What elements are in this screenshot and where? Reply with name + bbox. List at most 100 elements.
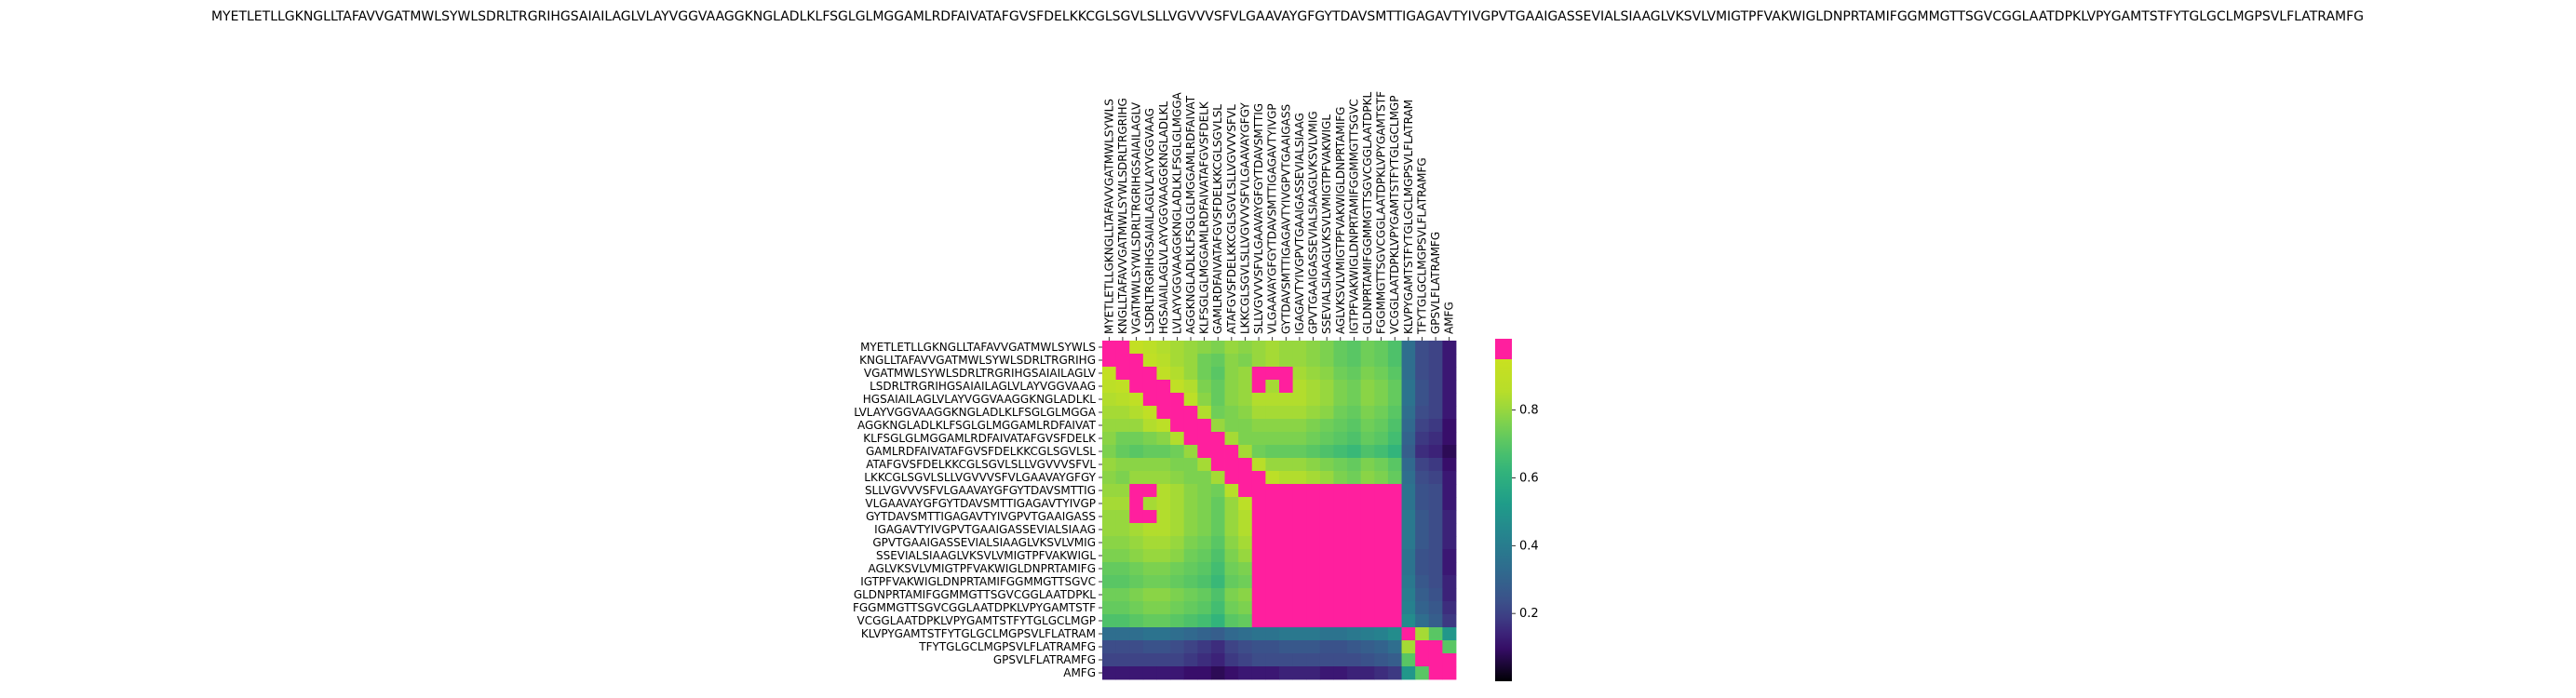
column-label: AGGKNGLADLKLFSGLGLMGGAMLRDFAIVAT: [1184, 95, 1197, 334]
heatmap-cell: [1279, 484, 1294, 498]
heatmap-cell: [1374, 458, 1389, 472]
heatmap-cell: [1428, 510, 1443, 524]
heatmap-cell: [1156, 484, 1171, 498]
column-labels: MYETLETLLGKNGLLTAFAVVGATMWLSYWLS KNGLLTAF…: [1102, 91, 1456, 341]
heatmap-cell: [1142, 562, 1157, 576]
heatmap-cell: [1428, 419, 1443, 433]
heatmap-cell: [1224, 354, 1239, 368]
heatmap-cell: [1197, 588, 1212, 602]
heatmap-cell: [1129, 614, 1144, 628]
heatmap-cell: [1374, 367, 1389, 381]
heatmap-cell: [1102, 549, 1117, 563]
colorbar-gradient: [1495, 359, 1512, 681]
heatmap-cell: [1115, 640, 1130, 654]
heatmap-cell: [1170, 666, 1185, 680]
heatmap-cell: [1292, 471, 1307, 485]
heatmap-cell: [1442, 380, 1457, 394]
column-label: FGGMMGTTSGVCGGLAATDPKLVPYGAMTSTF: [1375, 91, 1388, 334]
heatmap-cell: [1279, 523, 1294, 537]
heatmap-cell: [1265, 445, 1280, 459]
heatmap-cell: [1210, 588, 1225, 602]
heatmap-cell: [1265, 406, 1280, 420]
heatmap-cell: [1197, 406, 1212, 420]
heatmap-cell: [1251, 510, 1266, 524]
heatmap-cell: [1442, 458, 1457, 472]
colorbar-over-segment: [1495, 339, 1512, 359]
column-label: GPSVLFLATRAMFG: [1429, 232, 1442, 334]
row-label: AGGKNGLADLKLFSGLGLMGGAMLRDFAIVAT: [857, 419, 1097, 432]
heatmap-cell: [1170, 406, 1185, 420]
heatmap-cell: [1415, 510, 1430, 524]
heatmap-cell: [1428, 627, 1443, 641]
heatmap-cell: [1142, 601, 1157, 615]
heatmap-cell: [1142, 484, 1157, 498]
heatmap-cell: [1415, 601, 1430, 615]
heatmap-cell: [1183, 367, 1198, 381]
heatmap-cell: [1333, 354, 1348, 368]
column-label: KLVPYGAMTSTFYTGLGCLMGPSVLFLATRAM: [1402, 100, 1415, 334]
heatmap-cell: [1102, 393, 1117, 407]
heatmap-cell: [1265, 562, 1280, 576]
heatmap-cell: [1210, 445, 1225, 459]
heatmap-cell: [1197, 666, 1212, 680]
heatmap-cell: [1428, 549, 1443, 563]
heatmap-cell: [1170, 653, 1185, 667]
heatmap-cell: [1279, 406, 1294, 420]
heatmap-cell: [1347, 614, 1362, 628]
heatmap-cell: [1183, 419, 1198, 433]
heatmap-cell: [1415, 393, 1430, 407]
heatmap-cell: [1333, 393, 1348, 407]
heatmap-cell: [1333, 445, 1348, 459]
heatmap-cell: [1415, 341, 1430, 355]
heatmap-cell: [1347, 393, 1362, 407]
heatmap-cell: [1183, 640, 1198, 654]
heatmap-cell: [1238, 614, 1253, 628]
heatmap-cell: [1306, 393, 1321, 407]
heatmap-cell: [1183, 406, 1198, 420]
column-label: GLDNPRTAMIFGGMMGTTSGVCGGLAATDPKL: [1361, 92, 1374, 334]
heatmap-cell: [1333, 549, 1348, 563]
heatmap-cell: [1224, 458, 1239, 472]
heatmap-cell: [1115, 406, 1130, 420]
heatmap-cell: [1442, 484, 1457, 498]
heatmap-cell: [1129, 588, 1144, 602]
heatmap-cell: [1251, 393, 1266, 407]
row-label: SLLVGVVVSFVLGAAVAYGFGYTDAVSMTTIG: [865, 484, 1096, 497]
heatmap-cell: [1428, 575, 1443, 589]
heatmap-cell: [1292, 523, 1307, 537]
heatmap-cell: [1210, 341, 1225, 355]
heatmap-cell: [1170, 549, 1185, 563]
heatmap-cell: [1115, 354, 1130, 368]
heatmap-cell: [1360, 549, 1375, 563]
heatmap-cell: [1401, 666, 1416, 680]
heatmap-cell: [1428, 562, 1443, 576]
heatmap-cell: [1210, 497, 1225, 511]
heatmap-cell: [1387, 393, 1402, 407]
column-label: AGLVKSVLVMIGTPFVAKWIGLDNPRTAMIFG: [1334, 107, 1347, 334]
heatmap-cell: [1319, 523, 1334, 537]
column-label: GYTDAVSMTTIGAGAVTYIVGPVTGAAIGASS: [1279, 104, 1292, 334]
row-label: LSDRLTRGRIHGSAIAILAGLVLAYVGGVAAG: [870, 380, 1096, 393]
heatmap-cell: [1360, 406, 1375, 420]
heatmap-cell: [1292, 354, 1307, 368]
heatmap-cell: [1224, 523, 1239, 537]
heatmap-cell: [1428, 406, 1443, 420]
heatmap-cell: [1142, 575, 1157, 589]
heatmap-cell: [1170, 497, 1185, 511]
heatmap-cell: [1374, 575, 1389, 589]
heatmap-cell: [1333, 458, 1348, 472]
heatmap-cell: [1319, 406, 1334, 420]
heatmap-cell: [1156, 614, 1171, 628]
heatmap-cell: [1115, 562, 1130, 576]
heatmap-cell: [1115, 419, 1130, 433]
heatmap-cell: [1238, 497, 1253, 511]
column-label: GAMLRDFAIVATAFGVSFDELKKCGLSGVLSL: [1211, 104, 1224, 334]
heatmap-cell: [1428, 614, 1443, 628]
heatmap-cell: [1387, 562, 1402, 576]
heatmap-cell: [1197, 601, 1212, 615]
heatmap-cell: [1224, 575, 1239, 589]
heatmap-cell: [1292, 653, 1307, 667]
heatmap-cell: [1197, 393, 1212, 407]
heatmap-cell: [1129, 445, 1144, 459]
heatmap-cell: [1292, 640, 1307, 654]
